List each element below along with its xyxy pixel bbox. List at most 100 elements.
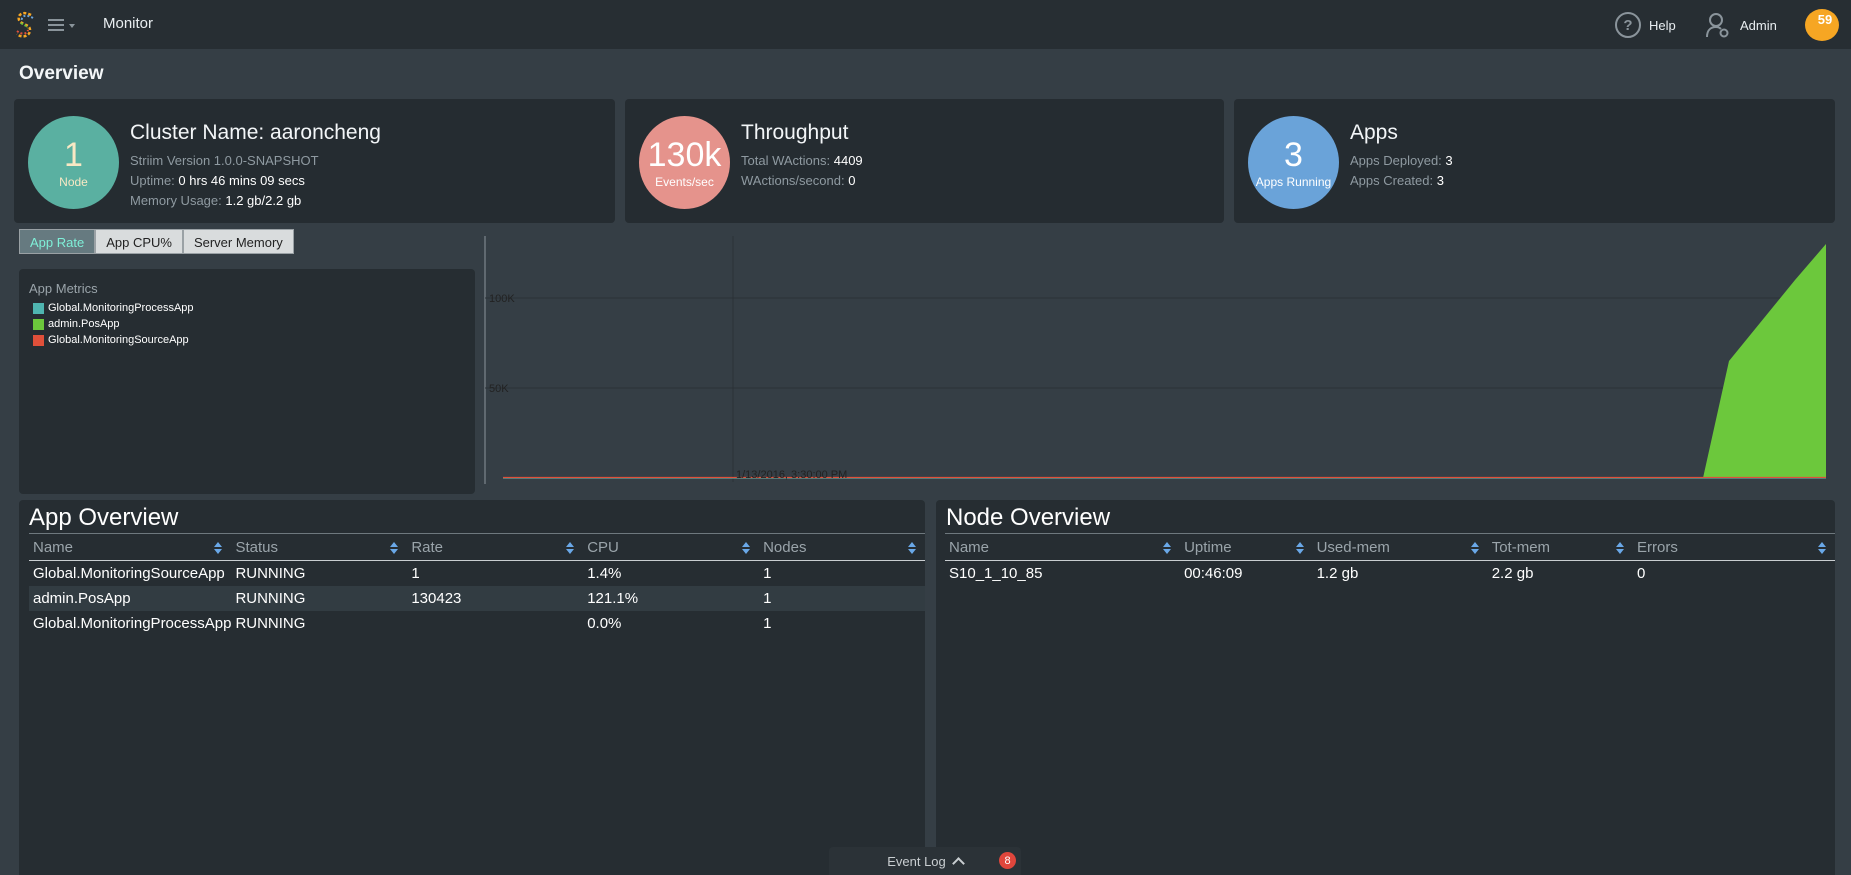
sort-icon[interactable]: [1818, 542, 1827, 554]
table-row[interactable]: S10_1_10_85 00:46:09 1.2 gb 2.2 gb 0: [945, 561, 1835, 586]
series-area-admin-posapp: [503, 244, 1826, 478]
app-title: Monitor: [103, 15, 154, 32]
events-per-sec: 130k: [647, 135, 722, 174]
legend-item[interactable]: Global.MonitoringProcessApp: [29, 300, 465, 316]
app-overview-title: App Overview: [29, 504, 179, 531]
event-log-count-badge: 8: [999, 852, 1016, 869]
apps-title: Apps: [1350, 121, 1398, 144]
column-header-name[interactable]: Name: [29, 533, 232, 561]
node-uptime-cell: 00:46:09: [1184, 564, 1243, 582]
app-cpu-cell: 1.4%: [587, 564, 622, 582]
app-name-cell: admin.PosApp: [29, 585, 232, 611]
tab-app-cpu[interactable]: App CPU%: [95, 229, 183, 254]
apps-deployed-label: Apps Deployed:: [1350, 153, 1442, 168]
wactions-rate-label: WActions/second:: [741, 173, 845, 188]
column-header-cpu[interactable]: CPU: [583, 533, 760, 561]
sort-icon[interactable]: [1295, 542, 1305, 554]
column-header-tot-mem[interactable]: Tot-mem: [1487, 533, 1634, 561]
node-count-label: Node: [59, 174, 88, 189]
sort-icon[interactable]: [1470, 542, 1480, 554]
app-rate-cell: [407, 611, 583, 636]
chevron-up-icon: [951, 857, 965, 870]
legend-item[interactable]: Global.MonitoringSourceApp: [29, 332, 465, 348]
column-header-uptime[interactable]: Uptime: [1180, 533, 1313, 561]
menu-icon[interactable]: [48, 17, 78, 33]
tab-server-memory[interactable]: Server Memory: [182, 229, 294, 254]
sort-icon[interactable]: [390, 542, 399, 554]
apps-created-label: Apps Created:: [1350, 173, 1434, 188]
apps-deployed-value: 3: [1445, 153, 1453, 168]
cluster-card: 1 Node Cluster Name: aaroncheng Striim V…: [14, 99, 615, 223]
user-menu-button[interactable]: Admin: [1706, 12, 1777, 38]
app-nodes-cell: 1: [763, 614, 772, 632]
cluster-name: Cluster Name: aaroncheng: [130, 121, 381, 144]
memory-value: 1.2 gb/2.2 gb: [225, 193, 302, 208]
table-row[interactable]: Global.MonitoringSourceApp RUNNING 1 1.4…: [29, 561, 925, 586]
memory-label: Memory Usage:: [130, 193, 222, 208]
throughput-circle: 130k Events/sec: [639, 116, 730, 209]
page-title: Overview: [19, 63, 104, 84]
legend-label: admin.PosApp: [48, 318, 120, 330]
metric-tabs: App Rate App CPU% Server Memory: [19, 229, 294, 254]
help-button[interactable]: ? Help: [1615, 12, 1676, 38]
sort-icon[interactable]: [214, 542, 223, 554]
tab-app-rate[interactable]: App Rate: [19, 229, 96, 254]
app-name-cell: Global.MonitoringSourceApp: [33, 564, 225, 582]
notification-badge[interactable]: 59: [1805, 9, 1839, 41]
help-icon: ?: [1615, 12, 1641, 38]
apps-running-count: 3: [1284, 135, 1303, 174]
legend-item[interactable]: admin.PosApp: [29, 316, 465, 332]
x-tick-label: 1/13/2016, 3:30:00 PM: [736, 469, 847, 481]
apps-card: 3 Apps Running Apps Apps Deployed: 3 App…: [1234, 99, 1835, 223]
node-overview-panel: Node Overview Name Uptime Used-mem Tot-m…: [936, 500, 1835, 875]
sort-icon[interactable]: [566, 542, 575, 554]
node-used-mem-cell: 1.2 gb: [1316, 564, 1359, 582]
event-log-toggle[interactable]: Event Log: [829, 847, 1021, 875]
sort-icon[interactable]: [1616, 542, 1625, 554]
wactions-rate-value: 0: [848, 173, 856, 188]
user-settings-icon: [1706, 13, 1729, 38]
app-rate-cell: 130423: [407, 585, 584, 611]
app-name-cell: Global.MonitoringProcessApp: [33, 614, 232, 632]
chevron-down-icon: [69, 24, 75, 28]
top-bar: Monitor ? Help Admin 59: [0, 0, 1851, 49]
column-header-name[interactable]: Name: [945, 533, 1181, 561]
table-row[interactable]: admin.PosApp RUNNING 130423 121.1% 1: [29, 585, 925, 611]
sort-icon[interactable]: [1163, 542, 1172, 554]
app-nodes-cell: 1: [763, 564, 772, 582]
node-overview-title: Node Overview: [946, 504, 1111, 531]
legend-title: App Metrics: [29, 281, 98, 296]
legend-swatch: [33, 334, 44, 346]
help-label: Help: [1649, 17, 1676, 33]
sort-icon[interactable]: [742, 542, 751, 554]
legend-swatch: [33, 302, 44, 314]
sort-icon[interactable]: [908, 542, 917, 554]
column-header-status[interactable]: Status: [231, 533, 408, 561]
node-count: 1: [64, 135, 83, 174]
app-status-cell: RUNNING: [235, 564, 306, 582]
app-cpu-cell: 0.0%: [587, 614, 622, 632]
legend-swatch: [33, 318, 44, 330]
app-overview-table: Name Status Rate CPU Nodes Global.Monito…: [29, 533, 925, 636]
legend-label: Global.MonitoringSourceApp: [48, 334, 189, 346]
column-header-used-mem[interactable]: Used-mem: [1312, 533, 1488, 561]
apps-created-value: 3: [1436, 173, 1444, 188]
throughput-title: Throughput: [741, 121, 849, 144]
table-row[interactable]: Global.MonitoringProcessApp RUNNING 0.0%…: [29, 611, 925, 636]
user-name: Admin: [1740, 17, 1777, 33]
uptime-label: Uptime:: [130, 173, 175, 188]
app-status-cell: RUNNING: [235, 614, 306, 632]
striim-logo-icon[interactable]: [12, 10, 38, 40]
y-tick-label: 100K: [489, 293, 515, 305]
throughput-card: 130k Events/sec Throughput Total WAction…: [625, 99, 1224, 223]
node-tot-mem-cell: 2.2 gb: [1491, 564, 1534, 582]
column-header-errors[interactable]: Errors: [1633, 533, 1835, 561]
uptime-value: 0 hrs 46 mins 09 secs: [178, 173, 305, 188]
node-overview-table: Name Uptime Used-mem Tot-mem Errors S10_…: [945, 533, 1835, 586]
column-header-rate[interactable]: Rate: [407, 533, 584, 561]
app-overview-panel: App Overview Name Status Rate CPU Nodes …: [19, 500, 925, 875]
total-wactions-label: Total WActions:: [741, 153, 831, 168]
node-errors-cell: 0: [1637, 564, 1646, 582]
column-header-nodes[interactable]: Nodes: [759, 533, 925, 561]
y-tick-label: 50K: [489, 383, 509, 395]
